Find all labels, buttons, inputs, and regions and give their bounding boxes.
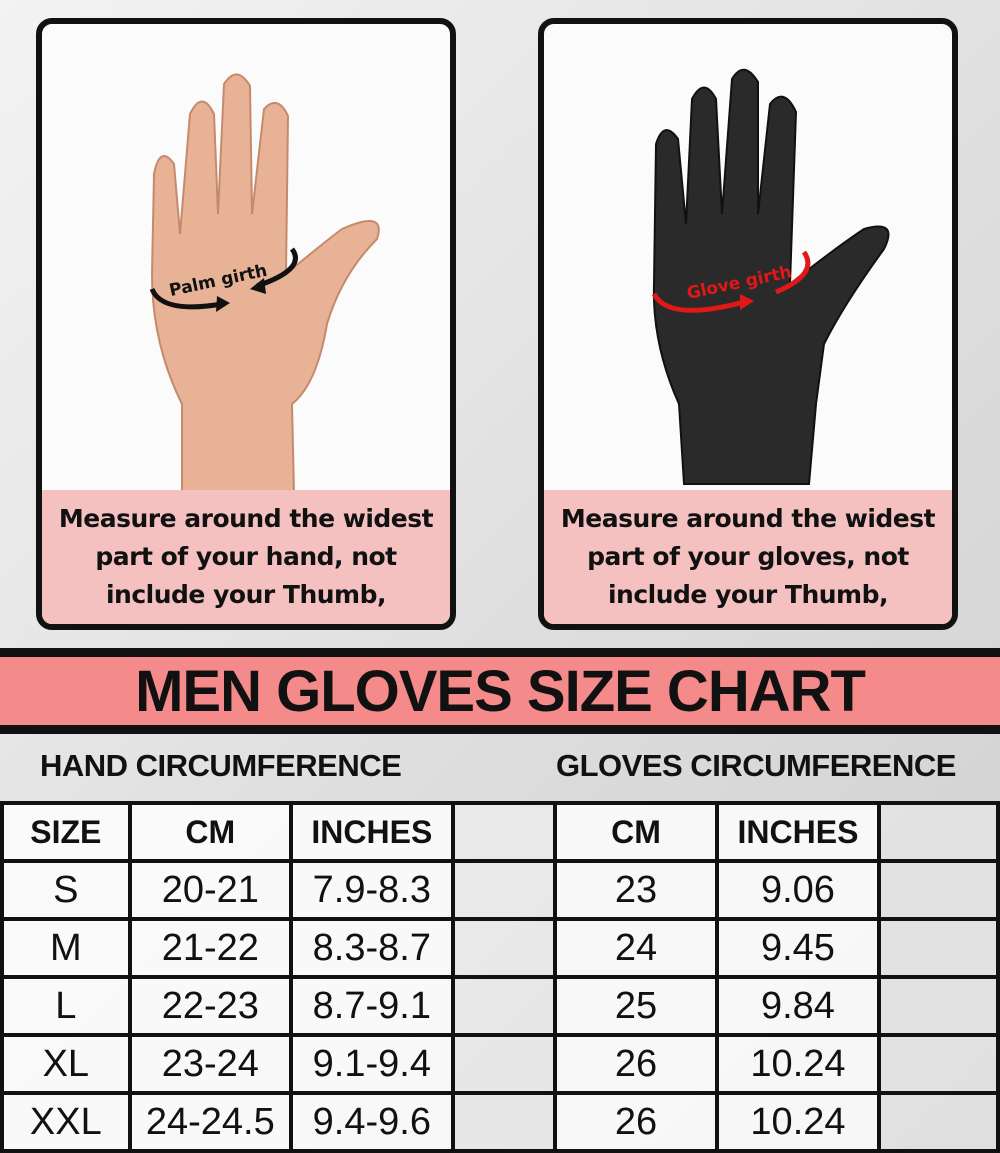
hand-inches-cell: 7.9-8.3 [288,859,455,921]
hand-circumference-heading: HAND CIRCUMFERENCE [40,748,402,783]
hand-inches-cell: 8.3-8.7 [288,917,455,979]
spacer-cell [876,1091,1000,1153]
spacer-cell [450,917,557,979]
size-cell: L [0,975,132,1037]
hand-measure-panel: Palm girth Measure around the widest par… [36,18,456,630]
spacer-cell [450,859,557,921]
spacer-cell [876,917,1000,979]
hand-cm-cell: 21-22 [127,917,293,979]
chart-title: MEN GLOVES SIZE CHART [135,658,866,724]
glove-inches-cell: 9.06 [715,859,881,921]
spacer-cell [450,1033,557,1095]
hand-caption: Measure around the widest part of your h… [42,490,450,624]
size-cell: S [0,859,132,921]
hand-illustration: Palm girth [149,73,380,495]
spacer-cell [876,975,1000,1037]
glove-cm-cell: 26 [552,1091,720,1153]
glove-inches-cell: 10.24 [715,1033,881,1095]
spacer-cell [876,1033,1000,1095]
table-row: XL 23-24 9.1-9.4 26 10.24 [0,1033,1000,1095]
hand-cm-cell: 20-21 [127,859,293,921]
header-hand-cm: CM [127,801,293,863]
size-cell: M [0,917,132,979]
header-glove-cm: CM [552,801,720,863]
spacer-cell [876,859,1000,921]
table-row: S 20-21 7.9-8.3 23 9.06 [0,859,1000,921]
spacer-cell [450,1091,557,1153]
size-table: SIZE CM INCHES CM INCHES S 20-21 7.9-8.3 23… [0,801,1000,1153]
size-cell: XL [0,1033,132,1095]
hand-cm-cell: 23-24 [127,1033,293,1095]
table-row: M 21-22 8.3-8.7 24 9.45 [0,917,1000,979]
hand-inches-cell: 8.7-9.1 [288,975,455,1037]
header-hand-inches: INCHES [288,801,455,863]
hand-cm-cell: 22-23 [127,975,293,1037]
glove-cm-cell: 26 [552,1033,720,1095]
size-cell: XXL [0,1091,132,1153]
glove-inches-cell: 9.45 [715,917,881,979]
gloves-circumference-heading: GLOVES CIRCUMFERENCE [556,748,956,783]
glove-cm-cell: 24 [552,917,720,979]
spacer-cell [450,975,557,1037]
glove-inches-cell: 9.84 [715,975,881,1037]
glove-illustration: Glove girth [651,68,890,485]
table-header-row: SIZE CM INCHES CM INCHES [0,801,1000,863]
glove-measure-panel: Glove girth Measure around the widest pa… [538,18,958,630]
title-band: MEN GLOVES SIZE CHART [0,648,1000,734]
hand-inches-cell: 9.4-9.6 [288,1091,455,1153]
glove-cm-cell: 25 [552,975,720,1037]
header-glove-inches: INCHES [715,801,881,863]
glove-cm-cell: 23 [552,859,720,921]
table-row: XXL 24-24.5 9.4-9.6 26 10.24 [0,1091,1000,1153]
glove-caption: Measure around the widest part of your g… [544,490,952,624]
hand-cm-cell: 24-24.5 [127,1091,293,1153]
header-size: SIZE [0,801,132,863]
spacer-cell [876,801,1000,863]
spacer-cell [450,801,557,863]
hand-inches-cell: 9.1-9.4 [288,1033,455,1095]
table-row: L 22-23 8.7-9.1 25 9.84 [0,975,1000,1037]
glove-inches-cell: 10.24 [715,1091,881,1153]
